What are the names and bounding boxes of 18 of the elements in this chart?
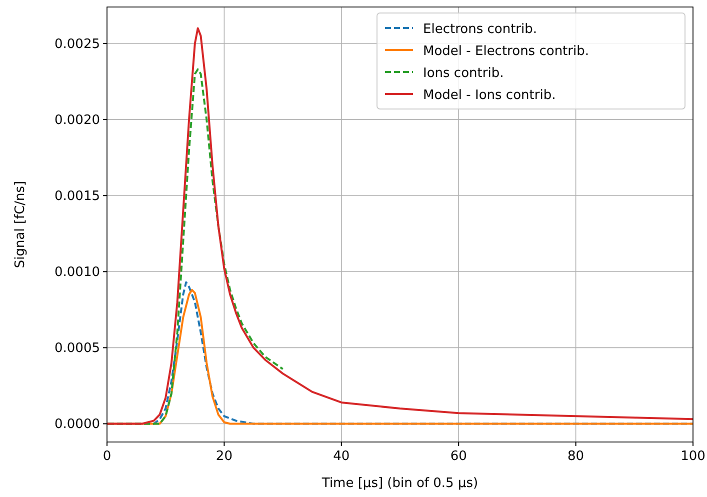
y-tick-label: 0.0005 (54, 341, 100, 356)
legend-label: Model - Ions contrib. (423, 88, 556, 103)
x-axis-title: Time [μs] (bin of 0.5 μs) (320, 476, 478, 491)
x-tick-label: 60 (450, 449, 467, 464)
x-tick-label: 20 (216, 449, 232, 464)
y-tick-label: 0.0000 (54, 417, 100, 432)
x-tick-label: 40 (333, 449, 350, 464)
y-tick-label: 0.0025 (54, 37, 100, 52)
y-tick-label: 0.0015 (54, 189, 100, 204)
legend-label: Electrons contrib. (423, 22, 538, 37)
y-tick-label: 0.0010 (54, 265, 100, 280)
legend-label: Ions contrib. (423, 66, 504, 81)
x-tick-label: 80 (568, 449, 584, 464)
x-tick-label: 0 (102, 449, 112, 464)
y-axis-title: Signal [fC/ns] (13, 180, 28, 268)
legend-label: Model - Electrons contrib. (423, 44, 589, 59)
y-tick-label: 0.0020 (54, 113, 100, 128)
x-tick-label: 100 (680, 449, 706, 464)
